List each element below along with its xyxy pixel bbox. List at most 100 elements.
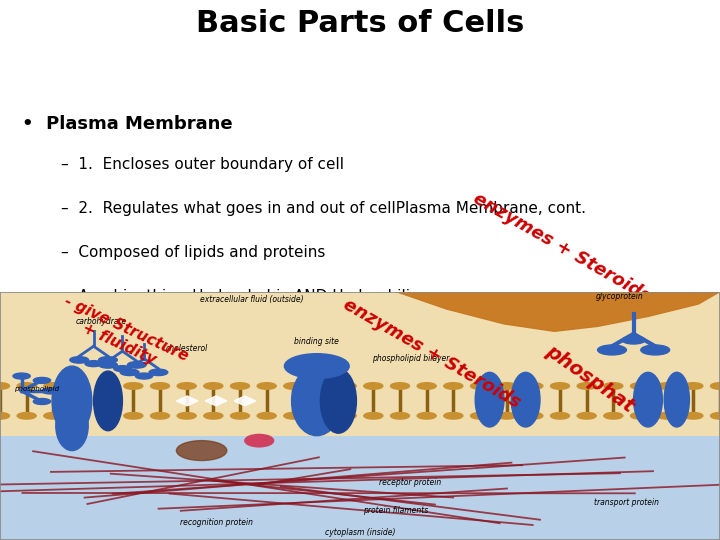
Ellipse shape	[94, 371, 122, 431]
Text: extracellular fluid (outside): extracellular fluid (outside)	[200, 294, 304, 303]
Circle shape	[337, 383, 356, 389]
Circle shape	[257, 413, 276, 419]
Circle shape	[364, 383, 383, 389]
Ellipse shape	[245, 434, 274, 447]
Circle shape	[70, 357, 89, 363]
Text: enzymes + Steroids: enzymes + Steroids	[469, 190, 654, 306]
Circle shape	[149, 369, 168, 375]
Circle shape	[99, 357, 117, 363]
Circle shape	[498, 413, 516, 419]
Circle shape	[604, 413, 623, 419]
Ellipse shape	[634, 373, 662, 427]
Circle shape	[577, 383, 596, 389]
Circle shape	[135, 373, 153, 379]
Polygon shape	[205, 396, 227, 406]
Polygon shape	[396, 292, 720, 332]
Ellipse shape	[284, 354, 349, 379]
Text: receptor protein: receptor protein	[379, 478, 441, 488]
Circle shape	[44, 413, 63, 419]
Circle shape	[417, 383, 436, 389]
Polygon shape	[234, 396, 256, 406]
Text: carbohydrate: carbohydrate	[75, 317, 127, 326]
Circle shape	[417, 413, 436, 419]
Circle shape	[13, 373, 30, 379]
Circle shape	[711, 413, 720, 419]
Circle shape	[498, 383, 516, 389]
Text: phosphat: phosphat	[543, 341, 638, 416]
Text: binding site: binding site	[294, 337, 339, 346]
Circle shape	[641, 345, 670, 355]
Text: - give Structure
+ fluidity: - give Structure + fluidity	[55, 293, 190, 380]
Circle shape	[470, 413, 490, 419]
Circle shape	[97, 413, 116, 419]
Text: cytoplasm (inside): cytoplasm (inside)	[325, 528, 395, 537]
Circle shape	[85, 361, 102, 367]
Circle shape	[631, 413, 649, 419]
Circle shape	[310, 413, 330, 419]
Circle shape	[204, 413, 222, 419]
Circle shape	[577, 413, 596, 419]
Circle shape	[97, 383, 116, 389]
Circle shape	[17, 413, 36, 419]
Text: phospholipid bilayer: phospholipid bilayer	[372, 354, 449, 363]
Circle shape	[524, 383, 543, 389]
Ellipse shape	[320, 369, 356, 433]
Circle shape	[124, 413, 143, 419]
Circle shape	[337, 413, 356, 419]
Circle shape	[120, 369, 139, 375]
Polygon shape	[176, 396, 198, 406]
FancyBboxPatch shape	[0, 436, 720, 540]
Circle shape	[310, 383, 330, 389]
Text: recognition protein: recognition protein	[179, 518, 253, 527]
Text: cholesterol: cholesterol	[166, 344, 208, 353]
Circle shape	[598, 345, 626, 355]
Circle shape	[71, 383, 89, 389]
Ellipse shape	[292, 366, 342, 436]
Circle shape	[711, 383, 720, 389]
Circle shape	[657, 383, 676, 389]
FancyBboxPatch shape	[0, 292, 720, 436]
Circle shape	[657, 413, 676, 419]
Circle shape	[0, 383, 9, 389]
Circle shape	[524, 413, 543, 419]
Text: transport protein: transport protein	[594, 498, 659, 507]
Ellipse shape	[475, 373, 504, 427]
Circle shape	[444, 383, 463, 389]
Circle shape	[470, 383, 490, 389]
Circle shape	[390, 383, 410, 389]
Circle shape	[684, 383, 703, 389]
Circle shape	[99, 362, 117, 368]
Circle shape	[17, 383, 36, 389]
Ellipse shape	[511, 373, 540, 427]
Circle shape	[204, 383, 222, 389]
Circle shape	[150, 413, 169, 419]
Text: protein filaments: protein filaments	[364, 505, 428, 515]
Circle shape	[71, 413, 89, 419]
Text: •  Plasma Membrane: • Plasma Membrane	[22, 115, 233, 133]
Circle shape	[684, 413, 703, 419]
Circle shape	[622, 336, 645, 344]
Text: enzymes + Steroids: enzymes + Steroids	[340, 295, 524, 412]
Text: –  “Selectively Permeable”: – “Selectively Permeable”	[61, 333, 264, 348]
Circle shape	[127, 362, 146, 368]
Circle shape	[177, 383, 196, 389]
Circle shape	[551, 383, 570, 389]
Text: phospholipid: phospholipid	[14, 386, 60, 392]
Circle shape	[42, 388, 59, 394]
Circle shape	[114, 366, 131, 372]
Circle shape	[150, 383, 169, 389]
Circle shape	[364, 413, 383, 419]
Circle shape	[444, 413, 463, 419]
Circle shape	[390, 413, 410, 419]
Ellipse shape	[176, 441, 227, 461]
Text: glycoprotein: glycoprotein	[595, 292, 643, 301]
Circle shape	[230, 383, 250, 389]
Circle shape	[177, 413, 196, 419]
Ellipse shape	[664, 373, 690, 427]
Circle shape	[124, 383, 143, 389]
Ellipse shape	[56, 401, 89, 450]
Circle shape	[0, 413, 9, 419]
Circle shape	[230, 413, 250, 419]
Circle shape	[551, 413, 570, 419]
Ellipse shape	[53, 366, 92, 436]
